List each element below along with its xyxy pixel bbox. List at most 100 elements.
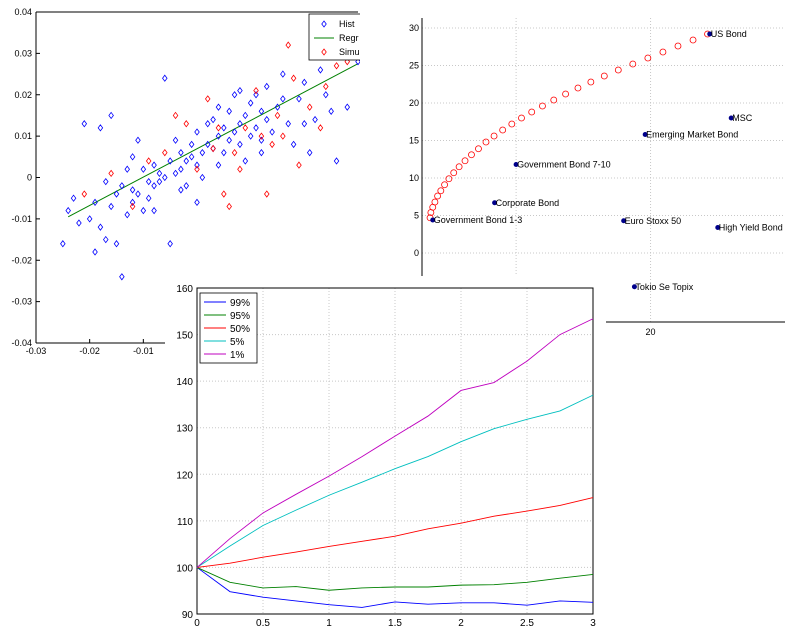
frontier-point xyxy=(587,78,595,86)
hist-point xyxy=(162,74,168,82)
y-tick-label: 100 xyxy=(176,563,193,574)
simu-point xyxy=(129,202,136,211)
simu-point xyxy=(210,144,216,153)
hist-point xyxy=(280,70,286,78)
frontier-point xyxy=(445,175,453,183)
hist-point xyxy=(215,103,222,111)
y-tick-label: 90 xyxy=(182,610,194,621)
simu-point xyxy=(172,111,179,120)
y-tick-label: 30 xyxy=(409,23,419,33)
hist-point xyxy=(183,157,190,165)
legend-label: Simu xyxy=(339,47,360,57)
asset-label: Emerging Market Bond xyxy=(646,130,738,140)
frontier-point xyxy=(450,169,458,177)
hist-point xyxy=(221,149,227,157)
hist-point xyxy=(247,132,254,140)
hist-point xyxy=(355,57,361,66)
hist-point xyxy=(162,173,168,182)
frontier-point xyxy=(434,192,441,200)
frontier-point xyxy=(482,138,490,146)
hist-point xyxy=(253,91,259,99)
asset-point xyxy=(642,132,648,137)
hist-point xyxy=(296,95,302,103)
hist-point xyxy=(210,115,216,124)
asset-point xyxy=(621,218,627,224)
frontier-point xyxy=(518,114,525,122)
hist-point xyxy=(242,111,249,120)
hist-point xyxy=(92,198,98,206)
hist-point xyxy=(231,91,238,99)
hist-point xyxy=(178,149,184,157)
hist-point xyxy=(306,149,313,157)
simu-point xyxy=(237,165,243,173)
hist-point xyxy=(108,111,114,120)
hist-point xyxy=(237,120,243,128)
simu-point xyxy=(183,120,190,128)
simu-point xyxy=(194,165,200,173)
hist-point xyxy=(103,177,109,186)
hist-point xyxy=(210,144,216,153)
regression-scatter-chart: 0.040.030.020.010-0.01-0.02-0.03-0.04-0.… xyxy=(11,7,370,356)
simu-point xyxy=(344,57,351,66)
hist-point xyxy=(119,182,125,190)
y-tick-label: 20 xyxy=(409,98,419,108)
x-tick-label: 3 xyxy=(590,618,596,628)
y-tick-label: -0.03 xyxy=(11,297,32,307)
hist-point xyxy=(151,206,157,215)
frontier-point xyxy=(475,145,482,153)
hist-point xyxy=(221,124,227,132)
hist-point xyxy=(129,153,136,161)
hist-point xyxy=(140,206,147,215)
simu-point xyxy=(253,86,259,95)
hist-point xyxy=(237,86,243,95)
hist-point xyxy=(264,115,270,124)
frontier-point xyxy=(689,36,697,44)
frontier-point xyxy=(437,187,445,195)
frontier-point xyxy=(659,48,667,56)
y-tick-label: 15 xyxy=(409,136,419,146)
hist-point xyxy=(113,240,120,248)
hist-point xyxy=(231,128,238,136)
hist-point xyxy=(86,215,93,223)
asset-point xyxy=(728,115,734,121)
y-tick-label: 0 xyxy=(27,173,32,183)
x-tick-label: -0.03 xyxy=(26,346,47,356)
x-tick-label: 20 xyxy=(646,327,656,337)
legend-swatch xyxy=(321,48,327,56)
frontier-point xyxy=(441,181,448,189)
simu-point xyxy=(280,132,286,140)
frontier-point xyxy=(644,54,652,62)
hist-point xyxy=(140,165,147,173)
hist-point xyxy=(344,103,351,111)
asset-label: US Bond xyxy=(711,29,747,39)
hist-point xyxy=(167,240,173,248)
asset-point xyxy=(715,225,721,230)
hist-point xyxy=(258,136,265,144)
frontier-point xyxy=(562,90,569,98)
hist-point xyxy=(124,211,130,219)
hist-point xyxy=(258,149,265,157)
hist-point xyxy=(178,186,184,194)
series-line-95pct xyxy=(196,567,594,591)
asset-label: Euro Stoxx 50 xyxy=(625,216,682,226)
series-line-99pct xyxy=(196,567,594,608)
hist-point xyxy=(76,219,82,227)
percentile-line-figure: 160 150 140 130 120 110 100 90 0 0.5 1 1.5 2 2.5 3 99% 9… xyxy=(165,276,606,629)
hist-point xyxy=(188,153,195,161)
hist-point xyxy=(113,190,120,198)
hist-point xyxy=(145,194,152,202)
simu-point xyxy=(285,41,291,49)
hist-point xyxy=(226,136,232,144)
hist-point xyxy=(312,115,318,124)
hist-point xyxy=(323,91,329,99)
series-line-1pct xyxy=(196,318,594,568)
legend: Hist Regr Simu xyxy=(308,13,370,61)
y-tick-label: 10 xyxy=(409,173,419,183)
asset-label: Corporate Bond xyxy=(496,198,560,208)
y-tick-label: 160 xyxy=(176,284,193,295)
asset-point xyxy=(430,217,436,223)
simu-point xyxy=(323,82,329,91)
simu-point xyxy=(258,132,265,140)
